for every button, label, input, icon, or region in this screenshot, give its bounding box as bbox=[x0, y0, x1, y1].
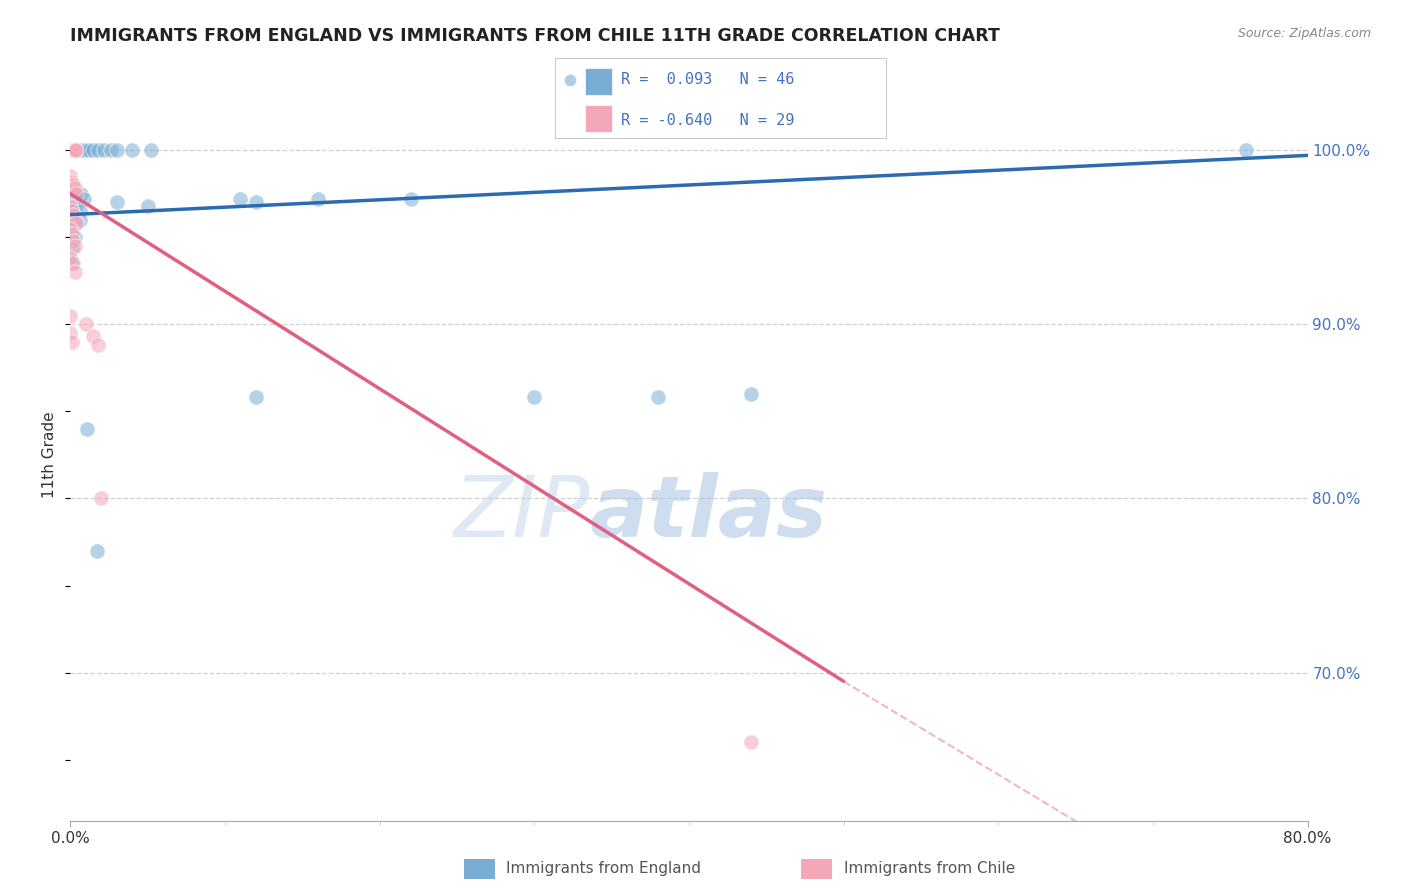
Text: R =  0.093   N = 46: R = 0.093 N = 46 bbox=[621, 72, 794, 87]
Text: Immigrants from England: Immigrants from England bbox=[506, 862, 702, 876]
Text: IMMIGRANTS FROM ENGLAND VS IMMIGRANTS FROM CHILE 11TH GRADE CORRELATION CHART: IMMIGRANTS FROM ENGLAND VS IMMIGRANTS FR… bbox=[70, 27, 1000, 45]
Text: atlas: atlas bbox=[591, 472, 828, 555]
Bar bbox=[585, 104, 612, 132]
Text: ZIP: ZIP bbox=[454, 472, 591, 555]
Text: Immigrants from Chile: Immigrants from Chile bbox=[844, 862, 1015, 876]
Text: Source: ZipAtlas.com: Source: ZipAtlas.com bbox=[1237, 27, 1371, 40]
Y-axis label: 11th Grade: 11th Grade bbox=[42, 411, 58, 499]
Bar bbox=[585, 68, 612, 95]
Text: R = -0.640   N = 29: R = -0.640 N = 29 bbox=[621, 113, 794, 128]
